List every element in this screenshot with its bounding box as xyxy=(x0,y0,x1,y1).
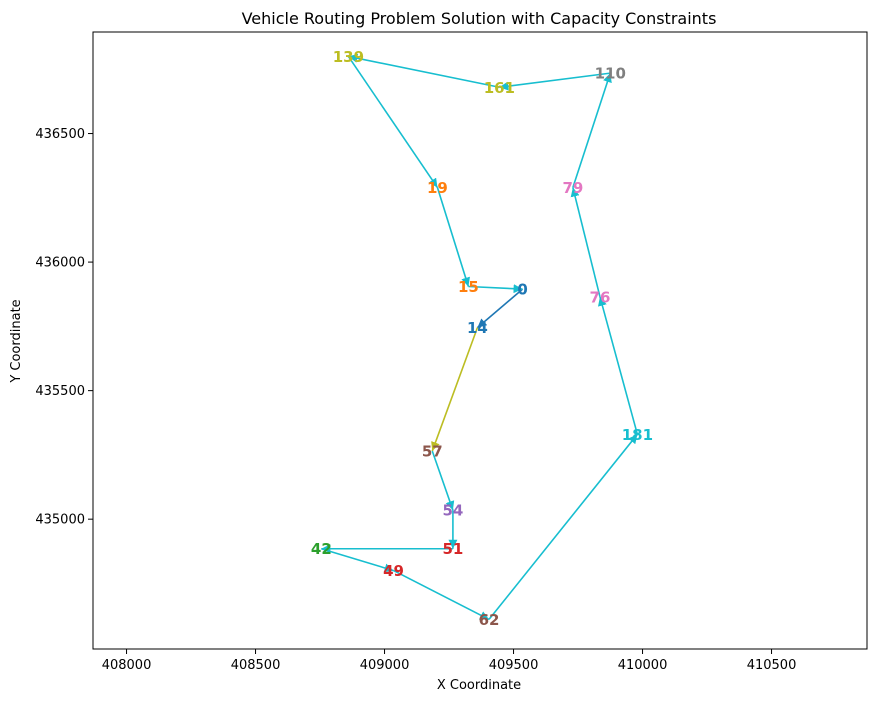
route-edge-161-to-139 xyxy=(348,53,500,89)
y-tick-label: 435500 xyxy=(35,384,85,399)
node-labels: 0 14 15 19 139 161 110 79 76 181 62 49 42 51 54 57 xyxy=(311,48,653,629)
route-edge-0-to-14 xyxy=(476,288,524,329)
route-edge-19-to-15 xyxy=(436,187,470,287)
y-tick-label: 436500 xyxy=(35,127,85,142)
route-edge-15-to-0 xyxy=(468,284,523,294)
chart-title: Vehicle Routing Problem Solution with Ca… xyxy=(242,9,717,28)
route-edge-139-to-19 xyxy=(347,55,439,188)
y-axis-ticks: 435000 435500 436000 436500 xyxy=(35,127,93,528)
x-tick-label: 408500 xyxy=(231,658,281,673)
route-edge-79-to-110 xyxy=(572,72,612,188)
x-tick-label: 410500 xyxy=(747,658,797,673)
node-label-54: 54 xyxy=(442,502,463,520)
x-tick-label: 410000 xyxy=(618,658,668,673)
node-label-76: 76 xyxy=(590,288,611,306)
node-label-0: 0 xyxy=(517,281,527,299)
x-axis-ticks: 408000 408500 409000 409500 410000 410500 xyxy=(102,649,797,673)
route-edge-49-to-62 xyxy=(393,569,490,621)
node-label-139: 139 xyxy=(333,48,364,66)
route-edge-57-to-54 xyxy=(431,450,455,511)
node-label-110: 110 xyxy=(595,65,626,83)
y-axis-label: Y Coordinate xyxy=(9,299,24,383)
node-label-57: 57 xyxy=(422,443,443,461)
route-edge-181-to-76 xyxy=(597,296,639,435)
x-tick-label: 409500 xyxy=(489,658,539,673)
route-edges xyxy=(321,53,639,621)
route-edge-42-to-49 xyxy=(321,547,394,573)
y-tick-label: 435000 xyxy=(35,513,85,528)
node-label-49: 49 xyxy=(383,562,404,580)
node-label-15: 15 xyxy=(458,278,479,296)
node-label-161: 161 xyxy=(484,79,515,97)
node-label-42: 42 xyxy=(311,540,332,558)
route-edge-62-to-181 xyxy=(488,433,639,620)
plot-area-frame xyxy=(92,31,868,650)
y-tick-label: 436000 xyxy=(35,256,85,271)
node-label-14: 14 xyxy=(467,319,488,337)
x-tick-label: 408000 xyxy=(102,658,152,673)
route-edge-76-to-79 xyxy=(570,187,601,297)
node-label-19: 19 xyxy=(427,179,448,197)
x-axis-label: X Coordinate xyxy=(437,678,521,693)
route-edge-14-to-57 xyxy=(431,327,479,452)
node-label-51: 51 xyxy=(442,540,463,558)
node-label-79: 79 xyxy=(562,179,583,197)
route-edge-110-to-161 xyxy=(499,72,611,91)
x-tick-label: 409000 xyxy=(360,658,410,673)
node-label-62: 62 xyxy=(479,611,500,629)
node-label-181: 181 xyxy=(622,426,653,444)
